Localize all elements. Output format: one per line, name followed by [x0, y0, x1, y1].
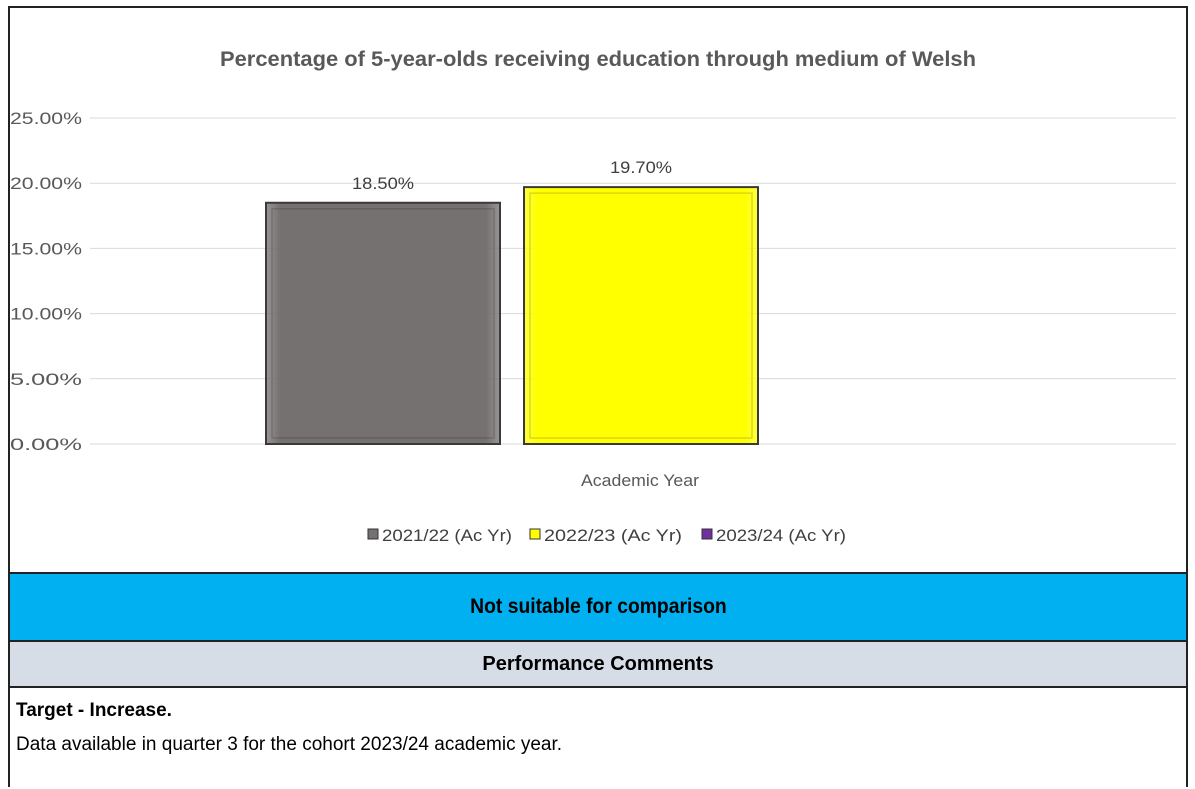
bar-0	[265, 201, 501, 445]
comparison-banner-text: Not suitable for comparison	[469, 595, 727, 618]
performance-comments-header: Performance Comments	[10, 642, 1186, 688]
bar-bevel-0	[271, 208, 495, 439]
chart-area: Percentage of 5-year-olds receiving educ…	[10, 8, 1186, 574]
comparison-banner: Not suitable for comparison	[10, 574, 1186, 642]
data-label: 19.70%	[610, 158, 672, 177]
x-axis-label: Academic Year	[581, 471, 699, 490]
data-label: 18.50%	[352, 174, 414, 193]
y-tick-label: 5.00%	[10, 370, 82, 389]
y-tick-label: 25.00%	[10, 109, 82, 128]
legend-swatch	[701, 528, 713, 540]
legend-label: 2023/24 (Ac Yr)	[716, 526, 846, 545]
y-tick-label: 0.00%	[10, 435, 82, 454]
legend-swatch	[529, 528, 541, 540]
bar-bevel-1	[529, 192, 753, 439]
y-tick-label: 10.00%	[10, 305, 82, 324]
y-tick-label: 15.00%	[10, 239, 82, 258]
note-text: Data available in quarter 3 for the coho…	[16, 734, 563, 755]
legend-label: 2021/22 (Ac Yr)	[382, 526, 512, 545]
legend-swatch	[367, 528, 379, 540]
y-tick-label: 20.00%	[10, 174, 82, 193]
bar-chart: Percentage of 5-year-olds receiving educ…	[10, 48, 1176, 545]
performance-comments-body: Target - Increase. Data available in qua…	[10, 688, 1186, 789]
chart-title: Percentage of 5-year-olds receiving educ…	[220, 48, 976, 71]
report-panel: Percentage of 5-year-olds receiving educ…	[8, 6, 1188, 787]
target-text: Target - Increase.	[16, 700, 172, 721]
bar-1	[523, 186, 759, 445]
legend-label: 2022/23 (Ac Yr)	[544, 526, 682, 545]
